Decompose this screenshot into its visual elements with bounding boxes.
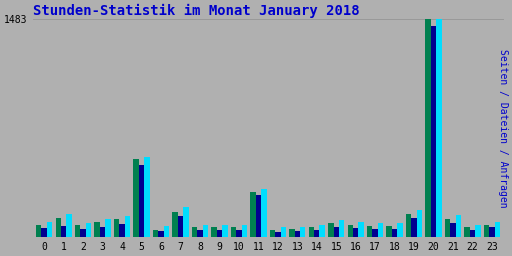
Bar	[470, 230, 475, 237]
Bar	[41, 228, 47, 237]
Bar	[431, 26, 436, 237]
Y-axis label: Seiten / Dateien / Anfragen: Seiten / Dateien / Anfragen	[498, 49, 508, 208]
Bar	[411, 218, 417, 237]
Bar	[242, 225, 247, 237]
Bar	[333, 227, 339, 237]
Bar	[387, 226, 392, 237]
Bar	[300, 227, 306, 237]
Text: Stunden-Statistik im Monat January 2018: Stunden-Statistik im Monat January 2018	[33, 4, 359, 18]
Bar	[94, 222, 100, 237]
Bar	[294, 231, 300, 237]
Bar	[203, 225, 208, 237]
Bar	[86, 223, 91, 237]
Bar	[164, 226, 169, 237]
Bar	[495, 222, 500, 237]
Bar	[236, 230, 242, 237]
Bar	[67, 214, 72, 237]
Bar	[61, 226, 67, 237]
Bar	[406, 214, 411, 237]
Bar	[289, 229, 294, 237]
Bar	[372, 229, 378, 237]
Bar	[105, 219, 111, 237]
Bar	[314, 230, 319, 237]
Bar	[100, 227, 105, 237]
Bar	[425, 19, 431, 237]
Bar	[378, 223, 383, 237]
Bar	[367, 226, 372, 237]
Bar	[484, 225, 489, 237]
Bar	[211, 227, 217, 237]
Bar	[139, 165, 144, 237]
Bar	[417, 210, 422, 237]
Bar	[319, 225, 325, 237]
Bar	[464, 227, 470, 237]
Bar	[309, 227, 314, 237]
Bar	[153, 230, 158, 237]
Bar	[348, 225, 353, 237]
Bar	[328, 223, 333, 237]
Bar	[119, 224, 125, 237]
Bar	[158, 231, 164, 237]
Bar	[125, 216, 130, 237]
Bar	[255, 195, 261, 237]
Bar	[339, 220, 345, 237]
Bar	[217, 230, 222, 237]
Bar	[222, 225, 228, 237]
Bar	[173, 212, 178, 237]
Bar	[144, 157, 150, 237]
Bar	[133, 159, 139, 237]
Bar	[197, 230, 203, 237]
Bar	[231, 227, 236, 237]
Bar	[451, 223, 456, 237]
Bar	[275, 232, 281, 237]
Bar	[47, 222, 52, 237]
Bar	[178, 216, 183, 237]
Bar	[192, 227, 197, 237]
Bar	[114, 219, 119, 237]
Bar	[475, 225, 481, 237]
Bar	[358, 222, 364, 237]
Bar	[281, 227, 286, 237]
Bar	[36, 225, 41, 237]
Bar	[55, 218, 61, 237]
Bar	[250, 191, 255, 237]
Bar	[75, 225, 80, 237]
Bar	[489, 227, 495, 237]
Bar	[353, 228, 358, 237]
Bar	[436, 19, 442, 237]
Bar	[261, 189, 267, 237]
Bar	[392, 229, 397, 237]
Bar	[183, 207, 188, 237]
Bar	[456, 215, 461, 237]
Bar	[270, 230, 275, 237]
Bar	[445, 219, 451, 237]
Bar	[397, 223, 403, 237]
Bar	[80, 229, 86, 237]
